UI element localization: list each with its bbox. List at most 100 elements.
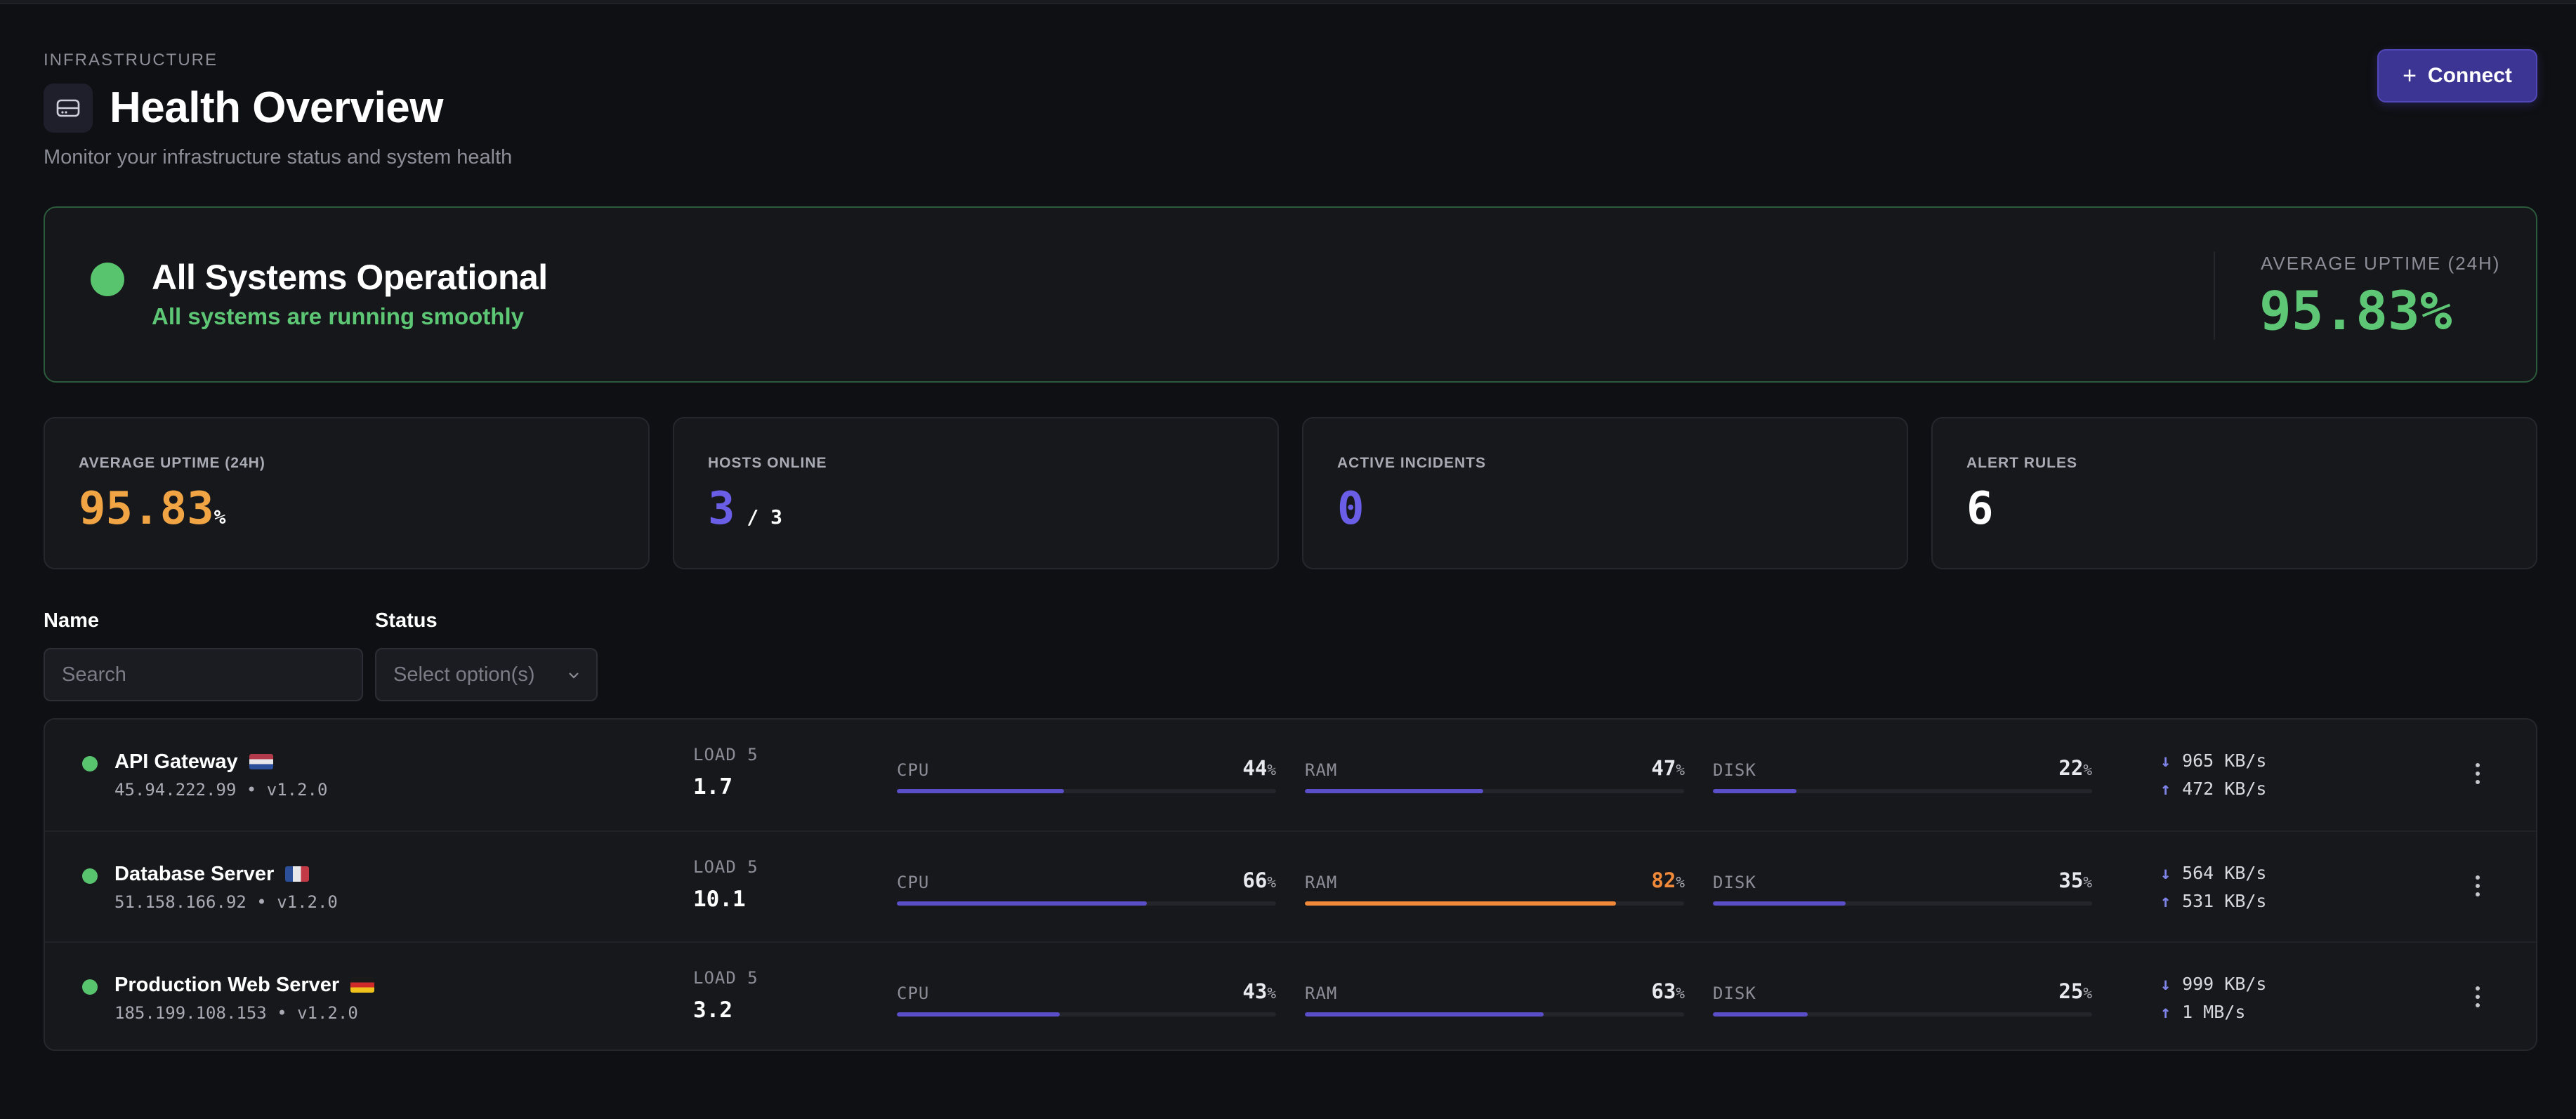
host-name-text: Production Web Server (114, 974, 340, 996)
download-rate: 999 KB/s (2182, 974, 2267, 994)
stat-number: 0 (1337, 483, 1365, 535)
ram-bar-fill (1305, 1012, 1544, 1017)
upload-rate: 1 MB/s (2182, 1002, 2246, 1022)
host-status-dot (82, 756, 98, 772)
ram-value: 63% (1651, 979, 1685, 1003)
disk-bar (1713, 901, 2092, 906)
stat-value: 3 / 3 (708, 483, 782, 535)
stat-card-alert-rules: ALERT RULES 6 (1931, 417, 2537, 569)
stat-card-active-incidents: ACTIVE INCIDENTS 0 (1302, 417, 1908, 569)
arrow-down-icon: ↓ (2160, 863, 2171, 883)
more-options-icon[interactable] (2473, 875, 2482, 896)
host-status-dot (82, 868, 98, 884)
server-icon (44, 83, 93, 133)
stat-label: HOSTS ONLINE (708, 455, 827, 471)
more-options-icon[interactable] (2473, 763, 2482, 784)
ram-bar-fill (1305, 789, 1483, 793)
flag-icon (249, 754, 273, 769)
cpu-bar-fill (897, 789, 1064, 793)
ram-bar (1305, 901, 1684, 906)
network-download: ↓ 999 KB/s (2160, 974, 2266, 994)
stat-number: 95.83 (79, 483, 214, 535)
more-options-icon[interactable] (2473, 986, 2482, 1007)
cpu-label: CPU (897, 984, 930, 1003)
stat-card-uptime: AVERAGE UPTIME (24H) 95.83% (44, 417, 650, 569)
stat-suffix: % (213, 505, 226, 529)
ram-value: 82% (1651, 868, 1685, 892)
ram-bar (1305, 789, 1684, 793)
status-banner: All Systems Operational All systems are … (44, 206, 2537, 383)
network-download: ↓ 564 KB/s (2160, 863, 2266, 883)
connect-button[interactable]: + Connect (2377, 49, 2537, 102)
ram-bar-fill (1305, 901, 1616, 906)
stat-number: 6 (1966, 483, 1994, 535)
arrow-up-icon: ↑ (2160, 1002, 2171, 1022)
connect-button-label: Connect (2427, 64, 2512, 87)
host-name-text: API Gateway (114, 750, 238, 773)
stat-card-hosts-online: HOSTS ONLINE 3 / 3 (673, 417, 1279, 569)
host-row[interactable]: API Gateway 45.94.222.99 • v1.2.0 LOAD 5… (45, 720, 2536, 830)
cpu-label: CPU (897, 760, 930, 780)
status-title: All Systems Operational (152, 258, 548, 297)
download-rate: 564 KB/s (2182, 863, 2267, 883)
status-indicator-dot (91, 263, 124, 296)
status-select[interactable]: Select option(s) (375, 648, 598, 701)
disk-bar-fill (1713, 901, 1846, 906)
disk-label: DISK (1713, 873, 1756, 892)
chevron-down-icon (569, 673, 579, 679)
stat-suffix: / 3 (735, 505, 782, 529)
ram-bar (1305, 1012, 1684, 1017)
page-title: Health Overview (110, 84, 443, 132)
disk-label: DISK (1713, 984, 1756, 1003)
disk-bar (1713, 1012, 2092, 1017)
download-rate: 965 KB/s (2182, 750, 2267, 771)
search-input[interactable]: Search (44, 648, 363, 701)
load-label: LOAD 5 (693, 968, 758, 988)
cpu-bar (897, 1012, 1276, 1017)
host-row[interactable]: Production Web Server 185.199.108.153 • … (45, 941, 2536, 1050)
network-download: ↓ 965 KB/s (2160, 750, 2266, 771)
disk-bar-fill (1713, 789, 1796, 793)
banner-uptime-label: AVERAGE UPTIME (24H) (2261, 253, 2501, 274)
cpu-bar-fill (897, 1012, 1060, 1017)
cpu-bar (897, 901, 1276, 906)
ram-percent: 82 (1651, 868, 1676, 892)
disk-label: DISK (1713, 760, 1756, 780)
search-placeholder: Search (62, 663, 126, 686)
status-filter-label: Status (375, 609, 438, 632)
disk-percent: 35 (2058, 868, 2084, 892)
disk-value: 25% (2058, 979, 2092, 1003)
hosts-table: API Gateway 45.94.222.99 • v1.2.0 LOAD 5… (44, 718, 2537, 1051)
disk-bar-fill (1713, 1012, 1808, 1017)
cpu-bar (897, 789, 1276, 793)
status-select-placeholder: Select option(s) (393, 663, 535, 686)
host-name[interactable]: Database Server (114, 863, 310, 886)
page-eyebrow: INFRASTRUCTURE (44, 51, 218, 69)
host-name-text: Database Server (114, 863, 275, 885)
arrow-up-icon: ↑ (2160, 779, 2171, 799)
upload-rate: 531 KB/s (2182, 891, 2267, 911)
host-row[interactable]: Database Server 51.158.166.92 • v1.2.0 L… (45, 830, 2536, 941)
host-ip: 51.158.166.92 • v1.2.0 (114, 892, 338, 912)
name-filter-label: Name (44, 609, 99, 632)
ram-percent: 47 (1651, 756, 1676, 780)
host-name[interactable]: API Gateway (114, 750, 273, 774)
network-upload: ↑ 531 KB/s (2160, 891, 2266, 911)
load-value: 10.1 (693, 887, 746, 912)
ram-value: 47% (1651, 756, 1685, 780)
host-name[interactable]: Production Web Server (114, 974, 375, 997)
disk-value: 35% (2058, 868, 2092, 892)
disk-percent: 25 (2058, 979, 2084, 1003)
plus-icon: + (2403, 62, 2417, 89)
host-ip: 185.199.108.153 • v1.2.0 (114, 1003, 358, 1023)
page-header: Health Overview (44, 83, 443, 133)
disk-bar (1713, 789, 2092, 793)
cpu-label: CPU (897, 873, 930, 892)
host-ip: 45.94.222.99 • v1.2.0 (114, 780, 328, 800)
load-label: LOAD 5 (693, 745, 758, 764)
load-label: LOAD 5 (693, 857, 758, 877)
banner-uptime-value: 95.83% (2259, 279, 2452, 342)
flag-icon (350, 977, 375, 993)
stat-value: 6 (1966, 483, 1994, 535)
arrow-down-icon: ↓ (2160, 974, 2171, 994)
